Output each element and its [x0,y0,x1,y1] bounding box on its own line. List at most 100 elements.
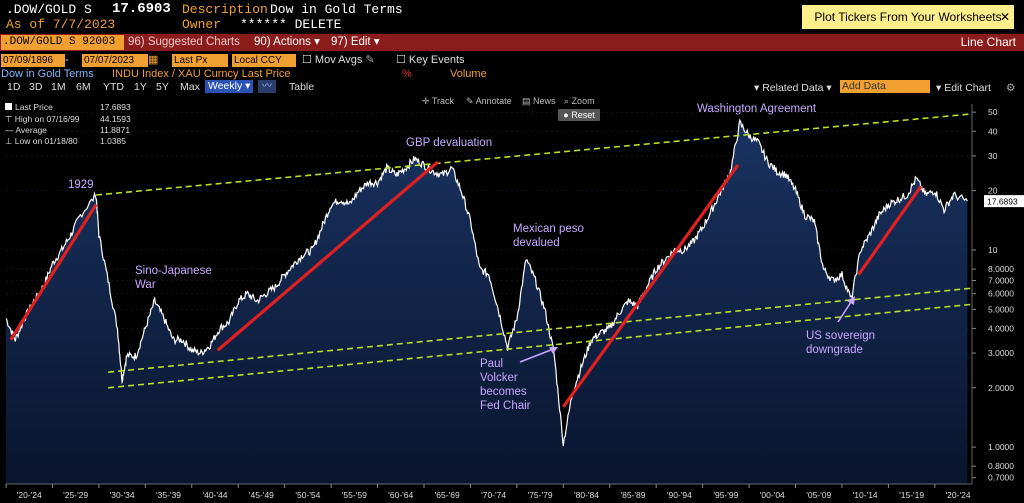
last-price: 17.6903 [112,1,171,17]
y-tick-label: 5.0000 [988,304,1014,314]
x-tick-label: '45-'49 [249,490,274,500]
command-toolbar [0,34,1024,51]
as-of-date: As of 7/7/2023 [6,17,116,32]
field-select[interactable]: Last Px [172,54,228,67]
y-tick-label: 1.0000 [988,442,1014,452]
y-tick-label: 10 [988,245,998,255]
percent-toggle[interactable]: % [402,68,412,80]
line-chart-icon[interactable]: 〰 [258,80,276,93]
x-tick-label: '90-'94 [667,490,692,500]
x-tick-label: '75-'79 [528,490,553,500]
calendar-icon[interactable]: ▦ [148,54,159,66]
track-tool[interactable]: ✛ Track [422,96,454,107]
x-tick-label: '00-'04 [760,490,785,500]
edit-chart-label: Edit Chart [944,82,991,94]
volume-label[interactable]: Volume [450,68,487,80]
x-tick-label: '15-'19 [899,490,924,500]
annotation-mexican-peso-2: devalued [513,237,560,249]
zoom-tool[interactable]: ⌕ Zoom [564,96,595,107]
y-tick-label: 50 [988,107,998,117]
x-tick-label: '35-'39 [156,490,181,500]
y-tick-label: 40 [988,126,998,136]
x-tick-label: '10-'14 [853,490,878,500]
annotation-sino-japanese: Sino-Japanese [135,265,212,277]
average-icon: — [5,125,14,135]
legend-last-label: Last Price [15,102,53,112]
reset-label: Reset [571,110,595,120]
reset-button[interactable]: ● Reset [558,109,600,121]
plot-tickers-button[interactable]: Plot Tickers From Your Worksheets ✕ [802,5,1014,29]
x-tick-label: '70-'74 [481,490,506,500]
x-tick-label: '60-'64 [388,490,413,500]
trend-line [857,185,923,276]
annotation-us-downgrade-2: downgrade [806,344,863,356]
y-tick-label: 8.0000 [988,264,1014,274]
trend-lines [9,160,923,408]
legend-low: ⊥ Low on 01/18/80 [5,136,78,147]
annotation-gbp-devaluation: GBP devaluation [406,137,492,149]
x-tick-label: '80-'84 [574,490,599,500]
chart-type-label: Line Chart [960,35,1016,49]
frequency-select[interactable]: Weekly ▾ [205,80,254,93]
annotation-volcker-4: Fed Chair [480,400,531,412]
last-value-tag [984,195,1024,208]
news-label: News [533,96,556,106]
period-1m[interactable]: 1M [51,81,66,93]
legend-high: ⊤ High on 07/16/99 [5,114,80,125]
key-events-checkbox[interactable]: ☐ Key Events [396,54,465,66]
period-1y[interactable]: 1Y [134,81,147,93]
legend-last-value: 17.6893 [100,102,131,112]
annotations: 1929 Sino-Japanese War GBP devaluation Mexic… [68,103,875,412]
annotate-tool[interactable]: ✎ Annotate [466,96,512,107]
add-data-input[interactable]: Add Data [840,80,930,93]
legend-average-label: Average [15,125,47,135]
track-label: Track [431,96,455,106]
x-tick-label: '50-'54 [295,490,320,500]
table-button[interactable]: Table [289,81,315,93]
period-5y[interactable]: 5Y [156,81,169,93]
legend-average-value: 11.8871 [100,125,131,135]
ticker-symbol: .DOW/GOLD S [6,2,92,17]
high-icon: ⊤ [5,114,13,124]
arrowhead-volcker [549,347,558,354]
key-events-label: Key Events [408,54,465,66]
related-data-menu[interactable]: ▾ Related Data ▾ [754,82,832,94]
mov-avgs-checkbox[interactable]: ☐ Mov Avgs ✎ [302,54,375,66]
close-icon[interactable]: ✕ [999,10,1010,24]
y-axis: 50 40 30 20 10 8.0000 7.0000 6.0000 5.0000 4.0000… [971,104,1024,484]
x-tick-label: '20-'24 [946,490,971,500]
settings-icon[interactable]: ⚙ [1006,82,1016,94]
annotation-volcker-2: Volcker [480,372,518,384]
series-formula: INDU Index / XAU Curncy Last Price [112,68,291,80]
end-date-input[interactable]: 07/07/2023 [82,54,148,67]
period-ytd[interactable]: YTD [103,81,124,93]
period-6m[interactable]: 6M [76,81,91,93]
suggested-charts-button[interactable]: 96) Suggested Charts [128,36,240,48]
edit-chart-button[interactable]: ▾ Edit Chart [936,82,991,94]
annotation-mexican-peso: Mexican peso [513,223,584,235]
pencil-icon[interactable]: ✎ [365,54,375,66]
actions-menu[interactable]: 90) Actions ▾ [254,36,320,48]
currency-select[interactable]: Local CCY [232,54,296,67]
channel-line [108,303,973,389]
owner-value: ****** DELETE [240,17,342,32]
period-3d[interactable]: 3D [29,81,43,93]
period-max[interactable]: Max [180,81,200,93]
plot-tickers-label: Plot Tickers From Your Worksheets [814,10,1002,24]
legend-low-label: Low on 01/18/80 [14,136,78,146]
security-field[interactable]: .DOW/GOLD S 92003 [1,35,124,50]
legend-last-price: Last Price [5,102,53,112]
edit-chart-icon: ▾ [936,82,942,94]
x-tick-label: '25-'29 [63,490,88,500]
period-1d[interactable]: 1D [7,81,21,93]
y-tick-label: 3.0000 [988,348,1014,358]
x-tick-label: '20-'24 [17,490,42,500]
legend-swatch [5,103,12,110]
price-line [5,118,968,447]
date-separator: - [65,54,69,66]
news-tool[interactable]: ▤ News [522,96,556,107]
chart-area[interactable]: 50 40 30 20 10 8.0000 7.0000 6.0000 5.0000 4.0000… [0,94,1024,503]
start-date-input[interactable]: 07/09/1896 [1,54,65,67]
legend-high-value: 44.1593 [100,114,131,124]
edit-menu[interactable]: 97) Edit ▾ [331,36,380,48]
